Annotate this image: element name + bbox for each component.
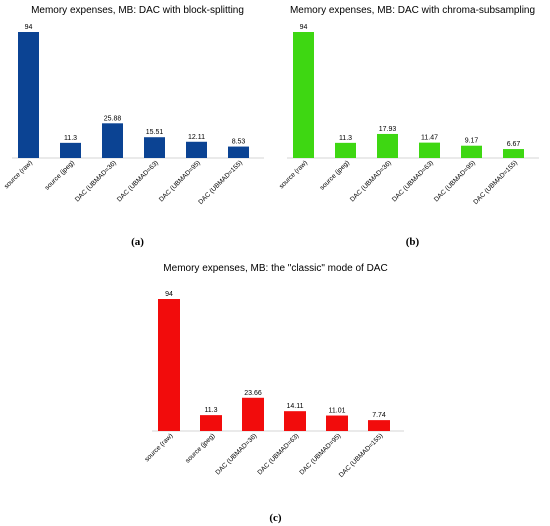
bar (200, 415, 222, 431)
x-tick-label: source (jpeg) (184, 432, 216, 464)
bar-chart-b: 94 source (raw) 11.3 source (jpeg) 17.93 DAC … (278, 24, 539, 206)
data-label: 15.51 (146, 129, 164, 136)
data-label: 25.88 (104, 115, 122, 122)
data-label: 11.3 (204, 407, 217, 414)
bar (368, 420, 390, 431)
data-label: 7.74 (372, 412, 386, 419)
panel-caption: (a) (131, 236, 144, 248)
x-tick-label: DAC (UBMAD=36) (74, 159, 118, 203)
bar (326, 415, 348, 431)
chart-title: Memory expenses, MB: the "classic" mode … (163, 263, 388, 274)
bar-chart-c: 94 source (raw) 11.3 source (jpeg) 23.66 DAC … (144, 291, 404, 479)
x-tick-label: DAC (UBMAD=95) (158, 159, 202, 203)
x-tick-label: source (raw) (3, 159, 34, 190)
bar (377, 133, 398, 158)
x-tick-label: DAC (UBMAD=36) (214, 432, 258, 476)
chart-panel-a: Memory expenses, MB: DAC with block-spli… (0, 0, 275, 255)
bar (60, 142, 81, 158)
chart-panel-b: Memory expenses, MB: DAC with chroma-sub… (275, 0, 550, 255)
panel-caption: (c) (269, 512, 282, 524)
x-tick-label: source (raw) (144, 432, 175, 463)
data-label: 14.11 (287, 403, 304, 410)
bar (144, 137, 165, 158)
x-tick-label: DAC (UBMAD=155) (197, 159, 244, 206)
bar (419, 142, 440, 158)
x-tick-label: DAC (UBMAD=155) (472, 159, 519, 206)
chart-title: Memory expenses, MB: DAC with chroma-sub… (289, 5, 536, 16)
data-label: 9.17 (465, 138, 479, 145)
panel-caption: (b) (405, 236, 420, 248)
x-tick-label: source (raw) (278, 159, 309, 190)
data-label: 11.47 (421, 135, 438, 142)
data-label: 11.3 (339, 135, 352, 142)
data-label: 12.11 (188, 134, 205, 141)
data-label: 94 (300, 24, 308, 31)
data-label: 11.01 (329, 408, 346, 415)
data-label: 94 (165, 291, 173, 298)
x-tick-label: source (jpeg) (319, 159, 351, 191)
x-tick-label: DAC (UBMAD=155) (338, 432, 385, 479)
x-tick-label: DAC (UBMAD=36) (349, 159, 393, 203)
bar (18, 32, 39, 158)
bar (284, 411, 306, 431)
bar (242, 397, 264, 431)
x-tick-label: DAC (UBMAD=95) (433, 159, 477, 203)
bar (461, 145, 482, 158)
x-tick-label: source (jpeg) (44, 159, 76, 191)
chart-title: Memory expenses, MB: DAC with block-spli… (31, 5, 244, 16)
data-label: 23.66 (244, 390, 262, 397)
bar-chart-a: 94 source (raw) 11.3 source (jpeg) 25.88 DAC … (3, 24, 264, 206)
bar (293, 32, 314, 158)
bar (186, 141, 207, 158)
data-label: 94 (25, 24, 33, 31)
x-tick-label: DAC (UBMAD=63) (116, 159, 160, 203)
chart-panel-c: Memory expenses, MB: the "classic" mode … (138, 258, 413, 526)
bar (158, 299, 180, 431)
data-label: 8.53 (232, 139, 246, 146)
x-tick-label: DAC (UBMAD=63) (391, 159, 435, 203)
x-tick-label: DAC (UBMAD=95) (298, 432, 342, 476)
data-label: 17.93 (379, 126, 397, 133)
x-tick-label: DAC (UBMAD=63) (256, 432, 300, 476)
bar (335, 142, 356, 158)
data-label: 11.3 (64, 135, 77, 142)
data-label: 6.67 (507, 141, 521, 148)
bar (228, 146, 249, 158)
bar (102, 123, 123, 158)
bar (503, 149, 524, 158)
